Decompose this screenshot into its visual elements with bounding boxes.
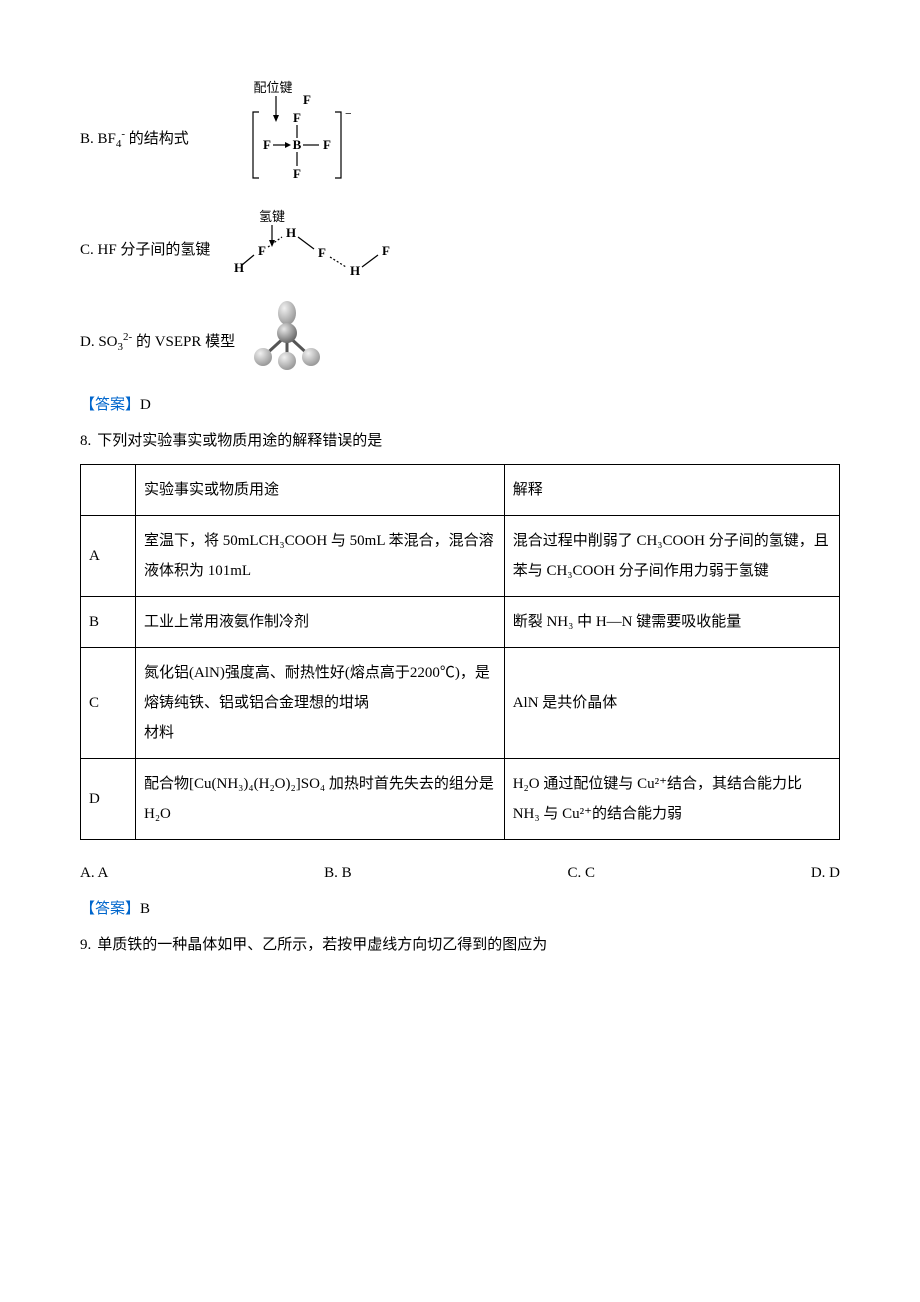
row-fact: 氮化铝(AlN)强度高、耐热性好(熔点高于2200℃)，是熔铸纯铁、铝或铝合金理… xyxy=(136,648,505,759)
coord-bond-label: 配位键 xyxy=(253,80,292,95)
f-top: F xyxy=(303,92,311,107)
q8-table: 实验事实或物质用途 解释 A 室温下，将 50mLCH₃COOH 与 50mL … xyxy=(80,464,840,840)
th-blank xyxy=(81,465,136,516)
row-expl: AlN 是共价晶体 xyxy=(504,648,839,759)
row-fact: 工业上常用液氨作制冷剂 xyxy=(136,597,505,648)
table-row: A 室温下，将 50mLCH₃COOH 与 50mL 苯混合，混合溶液体积为 1… xyxy=(81,516,840,597)
th-fact: 实验事实或物质用途 xyxy=(136,465,505,516)
bf4-structure-diagram: 配位键 F − F F B F F xyxy=(201,78,351,199)
th-expl: 解释 xyxy=(504,465,839,516)
opt-d-sup: 2- xyxy=(123,331,132,343)
row-fact: 配合物[Cu(NH₃)₄(H₂O)₂]SO₄ 加热时首先失去的组分是 H₂O xyxy=(136,759,505,840)
q8-num: 8. xyxy=(80,433,91,449)
row-key: D xyxy=(81,759,136,840)
opt-d-prefix: D. SO xyxy=(80,334,118,350)
choice-b: B. B xyxy=(324,858,352,888)
svg-text:F: F xyxy=(382,243,390,258)
opt-d-suffix: 的 VSEPR 模型 xyxy=(132,334,235,350)
row-key: C xyxy=(81,648,136,759)
q9-stem: 单质铁的一种晶体如甲、乙所示，若按甲虚线方向切乙得到的图应为 xyxy=(97,937,547,953)
svg-text:F: F xyxy=(293,166,301,181)
row-expl: H₂O 通过配位键与 Cu²⁺结合，其结合能力比 NH₃ 与 Cu²⁺的结合能力… xyxy=(504,759,839,840)
option-b-label: B. BF4- 的结构式 xyxy=(80,123,189,155)
row-expl: 断裂 NH₃ 中 H—N 键需要吸收能量 xyxy=(504,597,839,648)
row-expl: 混合过程中削弱了 CH₃COOH 分子间的氢键，且苯与 CH₃COOH 分子间作… xyxy=(504,516,839,597)
option-c: C. HF 分子间的氢键 氢键 H F H F H F xyxy=(80,207,840,293)
table-row: C 氮化铝(AlN)强度高、耐热性好(熔点高于2200℃)，是熔铸纯铁、铝或铝合… xyxy=(81,648,840,759)
q8-stem: 下列对实验事实或物质用途的解释错误的是 xyxy=(97,433,382,449)
q8-choices: A. A B. B C. C D. D xyxy=(80,858,840,888)
hbond-label: 氢键 xyxy=(259,209,285,224)
opt-b-prefix: B. BF xyxy=(80,131,116,147)
opt-b-suffix: 的结构式 xyxy=(125,131,189,147)
row-key: B xyxy=(81,597,136,648)
question-8: 8. 下列对实验事实或物质用途的解释错误的是 xyxy=(80,426,840,456)
svg-text:H: H xyxy=(350,263,360,278)
svg-text:F: F xyxy=(263,137,271,152)
svg-text:H: H xyxy=(234,260,244,275)
table-row: D 配合物[Cu(NH₃)₄(H₂O)₂]SO₄ 加热时首先失去的组分是 H₂O… xyxy=(81,759,840,840)
svg-text:F: F xyxy=(323,137,331,152)
hf-hbond-diagram: 氢键 H F H F H F xyxy=(222,207,452,293)
svg-text:B: B xyxy=(292,137,301,152)
option-b: B. BF4- 的结构式 配位键 F − F F B F xyxy=(80,78,840,199)
svg-text:F: F xyxy=(258,243,266,258)
vsepr-model-diagram xyxy=(247,301,327,382)
answer8-label: 【答案】 xyxy=(80,901,140,917)
svg-text:−: − xyxy=(345,107,351,122)
svg-text:F: F xyxy=(318,245,326,260)
answer-7: 【答案】D xyxy=(80,390,840,420)
option-d: D. SO32- 的 VSEPR 模型 xyxy=(80,301,840,382)
answer8-value: B xyxy=(140,901,150,917)
row-key: A xyxy=(81,516,136,597)
choice-d: D. D xyxy=(811,858,840,888)
question-9: 9. 单质铁的一种晶体如甲、乙所示，若按甲虚线方向切乙得到的图应为 xyxy=(80,930,840,960)
answer-8: 【答案】B xyxy=(80,894,840,924)
table-row: B 工业上常用液氨作制冷剂 断裂 NH₃ 中 H—N 键需要吸收能量 xyxy=(81,597,840,648)
option-c-label: C. HF 分子间的氢键 xyxy=(80,235,210,265)
svg-text:F: F xyxy=(293,110,301,125)
choice-c: C. C xyxy=(567,858,595,888)
row-fact: 室温下，将 50mLCH₃COOH 与 50mL 苯混合，混合溶液体积为 101… xyxy=(136,516,505,597)
table-header-row: 实验事实或物质用途 解释 xyxy=(81,465,840,516)
q9-num: 9. xyxy=(80,937,91,953)
answer7-value: D xyxy=(140,397,151,413)
answer7-label: 【答案】 xyxy=(80,397,140,413)
option-d-label: D. SO32- 的 VSEPR 模型 xyxy=(80,326,235,358)
choice-a: A. A xyxy=(80,858,108,888)
svg-text:H: H xyxy=(286,225,296,240)
